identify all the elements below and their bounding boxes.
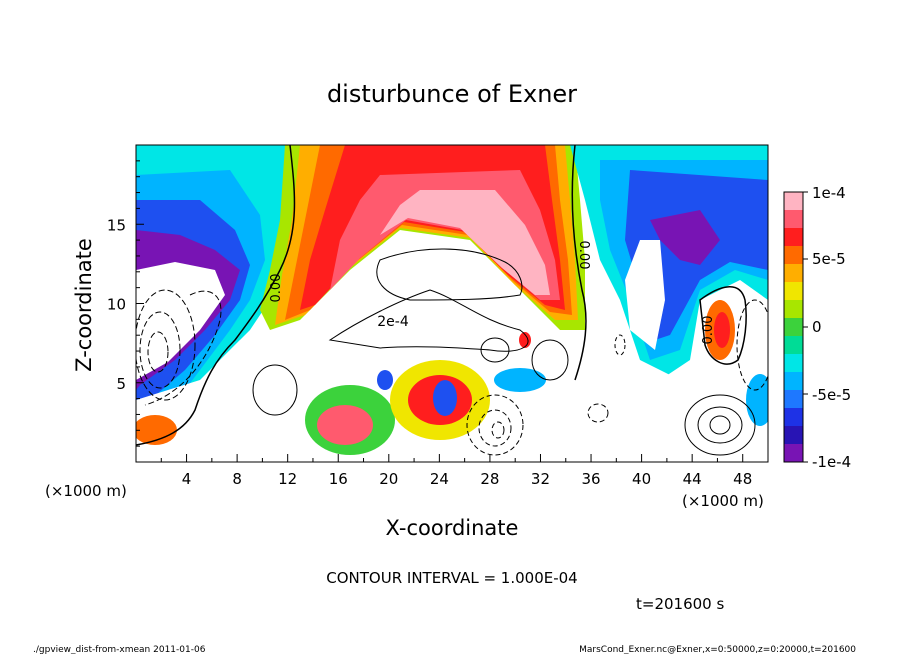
y-axis-label: Z-coordinate bbox=[72, 238, 96, 372]
x-tick-label: 4 bbox=[182, 470, 192, 488]
colorbar-swatch bbox=[784, 444, 803, 463]
colorbar-swatch bbox=[784, 210, 803, 229]
contour-interval: CONTOUR INTERVAL = 1.000E-04 bbox=[326, 569, 577, 587]
colorbar-label: 5e-5 bbox=[812, 250, 846, 268]
footer-right: MarsCond_Exner.nc@Exner,x=0:50000,z=0:20… bbox=[579, 645, 856, 654]
x-tick-label: 8 bbox=[232, 470, 242, 488]
colorbar-label: -5e-5 bbox=[812, 386, 851, 404]
contour-label: 2e-4 bbox=[377, 314, 409, 330]
colorbar-swatch bbox=[784, 354, 803, 373]
chart-title: disturbunce of Exner bbox=[327, 80, 577, 108]
x-unit-right: (×1000 m) bbox=[682, 492, 764, 510]
x-tick-label: 20 bbox=[379, 470, 398, 488]
colorbar-label: 0 bbox=[812, 318, 822, 336]
y-tick-label: 5 bbox=[116, 375, 126, 393]
x-tick-label: 12 bbox=[278, 470, 297, 488]
x-tick-label: 28 bbox=[480, 470, 499, 488]
colorbar-swatch bbox=[784, 336, 803, 355]
contour-lines bbox=[136, 145, 768, 456]
x-axis-ticks: 4 8 12 16 20 24 28 32 36 40 44 48 bbox=[160, 454, 752, 488]
colorbar-swatch bbox=[784, 264, 803, 283]
y-tick-label: 10 bbox=[107, 296, 126, 314]
y-axis-ticks: 5 10 15 bbox=[107, 160, 144, 447]
time-label: t=201600 s bbox=[636, 595, 724, 613]
colorbar-swatch bbox=[784, 318, 803, 337]
heatmap-field bbox=[136, 145, 768, 462]
x-tick-label: 24 bbox=[430, 470, 449, 488]
contour-label: 0.00 bbox=[576, 241, 591, 270]
footer-left: ./gpview_dist-from-xmean 2011-01-06 bbox=[33, 645, 206, 654]
colorbar-swatch bbox=[784, 372, 803, 391]
x-tick-label: 36 bbox=[581, 470, 600, 488]
colorbar-labels: 1e-4 5e-5 0 -5e-5 -1e-4 bbox=[812, 184, 851, 471]
colorbar-swatch bbox=[784, 408, 803, 427]
x-tick-label: 32 bbox=[531, 470, 550, 488]
x-axis-label: X-coordinate bbox=[386, 516, 519, 540]
colorbar-swatch bbox=[784, 192, 803, 211]
x-tick-label: 44 bbox=[683, 470, 702, 488]
contour-label: 0.00 bbox=[701, 316, 716, 345]
colorbar-swatch bbox=[784, 282, 803, 301]
colorbar-label: 1e-4 bbox=[812, 184, 846, 202]
contour-label: 0.00 bbox=[269, 274, 284, 303]
colorbar-swatch bbox=[784, 390, 803, 409]
colorbar-swatch bbox=[784, 246, 803, 265]
x-tick-label: 48 bbox=[733, 470, 752, 488]
x-tick-label: 40 bbox=[632, 470, 651, 488]
colorbar-swatch bbox=[784, 228, 803, 247]
x-tick-label: 16 bbox=[329, 470, 348, 488]
y-tick-label: 15 bbox=[107, 216, 126, 234]
x-unit-left: (×1000 m) bbox=[45, 482, 127, 500]
colorbar-swatch bbox=[784, 300, 803, 319]
colorbar-label: -1e-4 bbox=[812, 453, 851, 471]
colorbar-swatch bbox=[784, 426, 803, 445]
colorbar bbox=[783, 191, 808, 463]
